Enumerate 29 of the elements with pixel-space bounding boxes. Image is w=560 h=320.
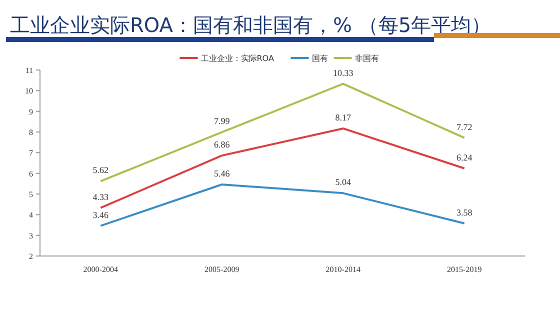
data-label: 5.04 bbox=[335, 177, 352, 188]
y-tick-label: 2 bbox=[29, 252, 33, 261]
x-tick-label: 2010-2014 bbox=[326, 265, 360, 274]
y-tick-label: 9 bbox=[29, 107, 33, 116]
y-tick-label: 11 bbox=[25, 66, 33, 75]
data-label: 5.46 bbox=[214, 168, 230, 178]
data-label: 5.62 bbox=[92, 165, 108, 176]
data-label: 6.24 bbox=[456, 152, 473, 162]
x-tick-label: 2005-2009 bbox=[204, 265, 240, 274]
x-tick-label: 2000-2004 bbox=[83, 265, 118, 274]
y-tick-label: 3 bbox=[29, 231, 33, 240]
data-label: 8.17 bbox=[335, 112, 352, 122]
data-label: 4.33 bbox=[92, 192, 109, 202]
data-label: 7.99 bbox=[214, 116, 230, 126]
y-tick-label: 6 bbox=[29, 169, 33, 178]
y-tick-label: 5 bbox=[29, 190, 33, 199]
legend-label: 国有 bbox=[312, 54, 328, 63]
data-label: 3.46 bbox=[92, 210, 109, 220]
data-label: 7.72 bbox=[456, 122, 472, 132]
legend-label: 工业企业：实际ROA bbox=[200, 54, 274, 63]
y-tick-label: 7 bbox=[29, 148, 33, 158]
data-label: 3.58 bbox=[456, 207, 473, 218]
data-label: 10.33 bbox=[333, 68, 354, 78]
y-tick-label: 8 bbox=[29, 128, 33, 137]
legend-label: 非国有 bbox=[354, 54, 379, 63]
x-tick-label: 2015-2019 bbox=[447, 265, 482, 274]
data-label: 6.86 bbox=[214, 140, 230, 150]
y-tick-label: 10 bbox=[25, 86, 33, 96]
y-tick-label: 4 bbox=[29, 210, 33, 220]
